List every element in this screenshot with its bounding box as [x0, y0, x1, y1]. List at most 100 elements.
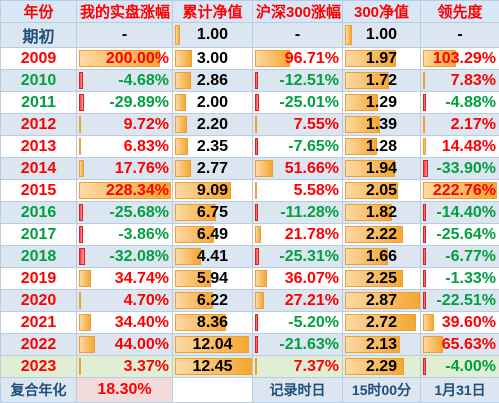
hs300-gain-cell-bar — [255, 336, 258, 353]
lead-cell-bar — [423, 204, 426, 221]
lead-cell: -1.33% — [421, 268, 499, 290]
hs300-gain-cell-bar — [255, 204, 258, 221]
header-lead: 领先度 — [421, 1, 499, 23]
initial-row: 期初 - 1.00 - 1.00 - — [1, 23, 499, 48]
hs300-gain-cell-bar — [255, 314, 258, 331]
cum-nav-cell: 6.49 — [173, 224, 253, 246]
hs300-nav-cell: 2.29 — [343, 356, 421, 378]
my-gain-cell: 200.00% — [77, 48, 173, 70]
header-hs300-nav: 300净值 — [343, 1, 421, 23]
cum-nav-cell: 4.41 — [173, 246, 253, 268]
lead-cell: 2.17% — [421, 114, 499, 136]
hs300-gain-cell-bar — [255, 94, 259, 111]
year-cell: 2015 — [1, 180, 77, 202]
my-gain-cell: 3.37% — [77, 356, 173, 378]
cum-nav-cell: 9.09 — [173, 180, 253, 202]
year-cell: 2023 — [1, 356, 77, 378]
hs300-gain-cell: 51.66% — [253, 158, 343, 180]
initial-my: - — [77, 23, 173, 48]
lead-cell: -33.90% — [421, 158, 499, 180]
cum-nav-cell-bar — [175, 160, 191, 177]
my-gain-cell: 34.40% — [77, 312, 173, 334]
record-label: 记录时日 — [253, 378, 343, 403]
hs300-gain-cell: -12.51% — [253, 70, 343, 92]
lead-cell: 222.76% — [421, 180, 499, 202]
hs300-gain-cell: 5.58% — [253, 180, 343, 202]
hs300-gain-cell: 96.71% — [253, 48, 343, 70]
hs300-nav-cell: 1.94 — [343, 158, 421, 180]
hs300-gain-cell-bar — [255, 160, 273, 177]
hs300-gain-cell-bar — [255, 116, 257, 133]
initial-label: 期初 — [1, 23, 77, 48]
lead-cell-bar — [423, 292, 426, 309]
header-cum-nav: 累计净值 — [173, 1, 253, 23]
cum-nav-cell-bar — [175, 50, 192, 67]
year-cell: 2017 — [1, 224, 77, 246]
initial-hsnav: 1.00 — [343, 23, 421, 48]
my-gain-cell-bar — [79, 204, 83, 221]
cagr-label: 复合年化 — [1, 378, 77, 403]
hs300-nav-cell: 2.22 — [343, 224, 421, 246]
hs300-nav-cell: 2.72 — [343, 312, 421, 334]
my-gain-cell-bar — [79, 314, 91, 331]
my-gain-cell: -32.08% — [77, 246, 173, 268]
header-hs300-gain: 沪深300涨幅 — [253, 1, 343, 23]
lead-cell-bar — [423, 358, 426, 375]
cum-nav-cell: 6.75 — [173, 202, 253, 224]
lead-cell: 39.60% — [421, 312, 499, 334]
hs300-gain-cell: 27.21% — [253, 290, 343, 312]
hs300-gain-cell: -21.63% — [253, 334, 343, 356]
my-gain-cell: 17.76% — [77, 158, 173, 180]
hs300-gain-cell-bar — [255, 226, 261, 243]
cum-nav-cell: 2.20 — [173, 114, 253, 136]
lead-cell: -14.40% — [421, 202, 499, 224]
hs300-nav-cell: 1.66 — [343, 246, 421, 268]
hs300-nav-cell: 2.05 — [343, 180, 421, 202]
hs300-nav-cell: 1.82 — [343, 202, 421, 224]
my-gain-cell-bar — [79, 292, 81, 309]
my-gain-cell: -4.68% — [77, 70, 173, 92]
hs300-gain-cell-bar — [255, 270, 267, 287]
table-row: 2016-25.68%6.75-11.28%1.82-14.40% — [1, 202, 499, 224]
lead-cell-bar — [423, 314, 434, 331]
year-cell: 2013 — [1, 136, 77, 158]
my-gain-cell-bar — [79, 94, 84, 111]
record-time: 15时00分 — [343, 378, 421, 403]
my-gain-cell: 44.00% — [77, 334, 173, 356]
year-cell: 2022 — [1, 334, 77, 356]
hs300-gain-cell: 7.37% — [253, 356, 343, 378]
my-gain-cell-bar — [79, 226, 83, 243]
year-cell: 2021 — [1, 312, 77, 334]
hs300-gain-cell-bar — [255, 292, 264, 309]
lead-cell: -25.64% — [421, 224, 499, 246]
hs300-gain-cell-bar — [255, 248, 259, 265]
my-gain-cell-bar — [79, 358, 81, 375]
hs300-nav-cell: 2.13 — [343, 334, 421, 356]
hs300-nav-cell: 1.28 — [343, 136, 421, 158]
my-gain-cell: -25.68% — [77, 202, 173, 224]
cum-nav-cell-bar — [175, 72, 191, 89]
cagr-value: 18.30% — [77, 378, 173, 403]
hs300-gain-cell: -11.28% — [253, 202, 343, 224]
cum-nav-cell-bar — [175, 94, 186, 111]
year-cell: 2018 — [1, 246, 77, 268]
initial-nav: 1.00 — [173, 23, 253, 48]
cum-nav-cell: 12.04 — [173, 334, 253, 356]
initial-lead: - — [421, 23, 499, 48]
hs300-nav-cell: 2.87 — [343, 290, 421, 312]
lead-cell-bar — [423, 72, 425, 89]
lead-cell: -6.77% — [421, 246, 499, 268]
lead-cell: -4.00% — [421, 356, 499, 378]
hs300-nav-cell: 1.29 — [343, 92, 421, 114]
header-my-gain: 我的实盘涨幅 — [77, 1, 173, 23]
my-gain-cell: 6.83% — [77, 136, 173, 158]
cum-nav-cell: 2.77 — [173, 158, 253, 180]
my-gain-cell: 4.70% — [77, 290, 173, 312]
lead-cell-bar — [423, 160, 428, 177]
